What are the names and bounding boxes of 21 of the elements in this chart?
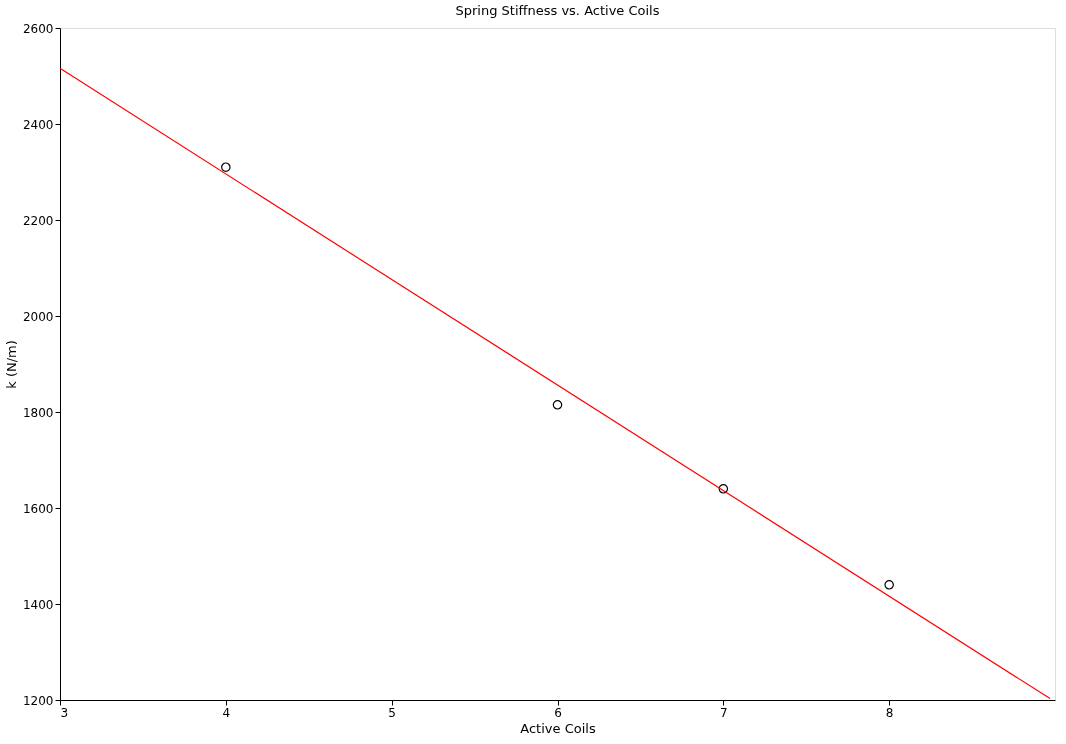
point [718, 484, 729, 494]
x-tick-label: 3 [60, 705, 69, 720]
x-tick-label: 6 [554, 705, 562, 720]
y-tick-label: 1400 [22, 597, 54, 612]
y-tick-label: 1600 [22, 501, 54, 516]
x-axis-title: Active Coils [520, 720, 596, 736]
x-tick-label: 4 [222, 705, 231, 720]
point [552, 400, 563, 410]
y-tick-label: 2400 [22, 117, 54, 132]
point [221, 162, 231, 172]
y-tick-label: 2200 [22, 213, 54, 228]
x-tick-label: 5 [388, 705, 396, 720]
y-tick-label: 2600 [22, 21, 54, 36]
y-tick-label: 1800 [22, 405, 54, 420]
y-tick-label: 1200 [22, 693, 54, 708]
y-axis-title: k (N/m) [3, 340, 19, 389]
x-tick-label: 8 [885, 705, 894, 720]
chart-title: Spring Stiffness vs. Active Coils [455, 3, 660, 18]
x-tick-label: 7 [720, 705, 728, 720]
y-tick-label: 2000 [22, 309, 54, 324]
point [884, 580, 894, 590]
